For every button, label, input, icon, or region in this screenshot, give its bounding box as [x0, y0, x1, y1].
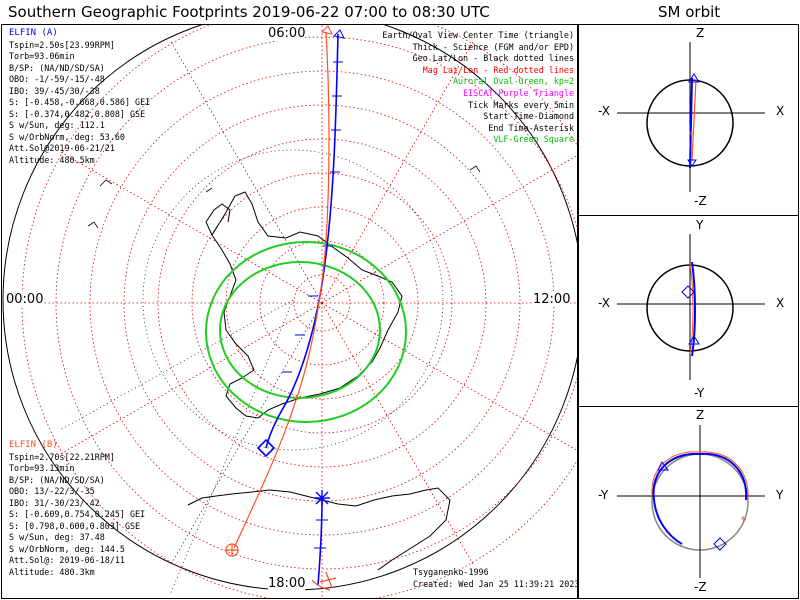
elfin-a-line: S: [-0.374,0.482,0.808] GSE [9, 108, 146, 119]
elfin-b-line: OBO: 13/-22/3/-35 [9, 486, 95, 496]
clock-label-right: 12:00 [533, 292, 571, 307]
legend-item: Geo Lat/Lon - Black dotted lines [412, 53, 574, 64]
legend-item: Auroral Oval-Green, kp=2 [452, 76, 574, 87]
elfin-b-info: ELFIN (B) Tspin=2.70s[22.21RPM] Torb=93.… [9, 440, 145, 578]
elfin-b-end-asterisk [319, 571, 337, 589]
polar-map [2, 25, 577, 598]
map-frame [1, 24, 578, 599]
svg-text:*: * [740, 514, 747, 527]
elfin-b-line: Tspin=2.70s[22.21RPM] [9, 451, 115, 462]
sm-yz-right-label: Y [776, 488, 784, 502]
clock-label-bottom: 18:00 [268, 576, 306, 591]
elfin-a-info: ELFIN (A) Tspin=2.50s[23.99RPM] Torb=93.… [9, 28, 150, 166]
elfin-b-line: S: [-0.609,0.754,0.245] GEI [9, 509, 146, 519]
auroral-oval-outer [205, 241, 407, 423]
elfin-b-line: B/SP: (NA/ND/SD/SA) [9, 474, 105, 485]
elfin-a-end-asterisk [314, 490, 330, 506]
sm-xy-bottom-label: -Y [694, 386, 705, 400]
legend-item: End Time-Asterisk [488, 122, 574, 133]
elfin-b-line: S w/OrbNorm, deg: 144.5 [9, 543, 125, 554]
geo-grid [59, 149, 444, 596]
islands [87, 165, 481, 229]
elfin-a-line: S: [-0.458,-0.668,0.586] GEI [9, 97, 151, 107]
legend: Earth/Oval View Center Time (triangle) T… [382, 30, 574, 146]
sm-xz-bottom-label: -Z [694, 194, 707, 208]
elfin-a-line: Tspin=2.50s[23.99RPM] [9, 39, 115, 50]
elfin-b-line: S: [0.798,0.600,0.803] GSE [9, 520, 141, 531]
elfin-b-view-triangle [320, 25, 333, 35]
sm-xz-left-label: -X [598, 104, 610, 118]
elfin-b-track-south [311, 579, 331, 591]
elfin-b-name: ELFIN (B) [9, 440, 58, 450]
elfin-b-line: IBO: 31/-30/23/-42 [9, 497, 100, 508]
legend-item: VLF-Green Square [493, 134, 574, 145]
legend-item: Mag Lat/Lon - Red dotted lines [422, 64, 574, 75]
sm-xy-left-label: -X [598, 296, 610, 310]
legend-item: Earth/Oval View Center Time (triangle) [382, 30, 574, 40]
elfin-a-line: Altitude: 480.5km [9, 154, 95, 165]
elfin-b-line: Att.Sol@: 2019-06-18/11 [9, 555, 125, 565]
svg-text:*: * [688, 130, 694, 141]
elfin-a-track [265, 33, 339, 449]
sm-panel-yz: * [617, 425, 765, 578]
auroral-oval-inner [219, 261, 381, 399]
sm-orbit-title: SM orbit [658, 3, 721, 21]
south-america-coastline [187, 487, 451, 571]
model-credit: Tsyganenko-1996 [413, 567, 489, 577]
legend-item: Start Time-Diamond [483, 111, 574, 122]
elfin-b-line: Torb=93.13min [9, 463, 75, 473]
sm-panel-xz-frame [578, 24, 799, 216]
sm-xy-top-label: Y [696, 218, 704, 232]
elfin-a-line: S w/Sun, deg: 112.1 [9, 120, 105, 130]
elfin-a-line: B/SP: (NA/ND/SD/SA) [9, 62, 105, 73]
sm-xz-top-label: Z [696, 26, 705, 40]
elfin-b-line: S w/Sun, deg: 37.48 [9, 532, 105, 542]
clock-label-left: 00:00 [6, 292, 44, 307]
sm-panel-yz-frame [578, 406, 799, 599]
elfin-a-name: ELFIN (A) [9, 28, 58, 38]
elfin-a-line: Torb=93.06min [9, 51, 75, 61]
sm-panel-xz: * [617, 42, 765, 192]
mag-lon-lines [19, 25, 577, 598]
elfin-a-view-triangle [332, 29, 345, 39]
elfin-a-line: S w/OrbNorm, deg: 53.60 [9, 131, 125, 142]
elfin-a-line: OBO: -1/-59/-15/-48 [9, 74, 105, 84]
elfin-b-line: Altitude: 480.3km [9, 566, 95, 577]
antarctica-coastline [211, 191, 403, 419]
elfin-a-start-diamond [256, 438, 276, 458]
created-timestamp: Created: Wed Jan 25 11:39:21 2023 [413, 579, 580, 589]
page-title: Southern Geographic Footprints 2019-06-2… [8, 3, 490, 21]
legend-item: EISCAT-Purple Triangle [463, 87, 574, 98]
legend-item: Thick - Science (FGM and/or EPD) [412, 41, 574, 52]
sm-yz-bottom-label: -Z [694, 580, 707, 594]
elfin-b-track [233, 31, 330, 549]
sm-yz-top-label: Z [696, 408, 705, 422]
elfin-b-start-marker [225, 543, 239, 557]
sm-panel-xy [617, 234, 765, 380]
sm-yz-left-label: -Y [598, 488, 609, 502]
antarctic-peninsula [205, 203, 231, 236]
elfin-a-track-south [317, 497, 323, 586]
clock-label-top: 06:00 [268, 26, 306, 41]
sm-panel-xy-frame [578, 215, 799, 407]
elfin-a-ticks [282, 61, 343, 549]
sm-xy-right-label: X [776, 296, 785, 310]
sm-xz-right-label: X [776, 104, 785, 118]
elfin-a-line: IBO: 39/-45/30/-38 [9, 85, 100, 96]
legend-item: Tick Marks every 5min [468, 99, 574, 110]
elfin-a-line: Att.Sol@2019-06-21/21 [9, 143, 115, 153]
